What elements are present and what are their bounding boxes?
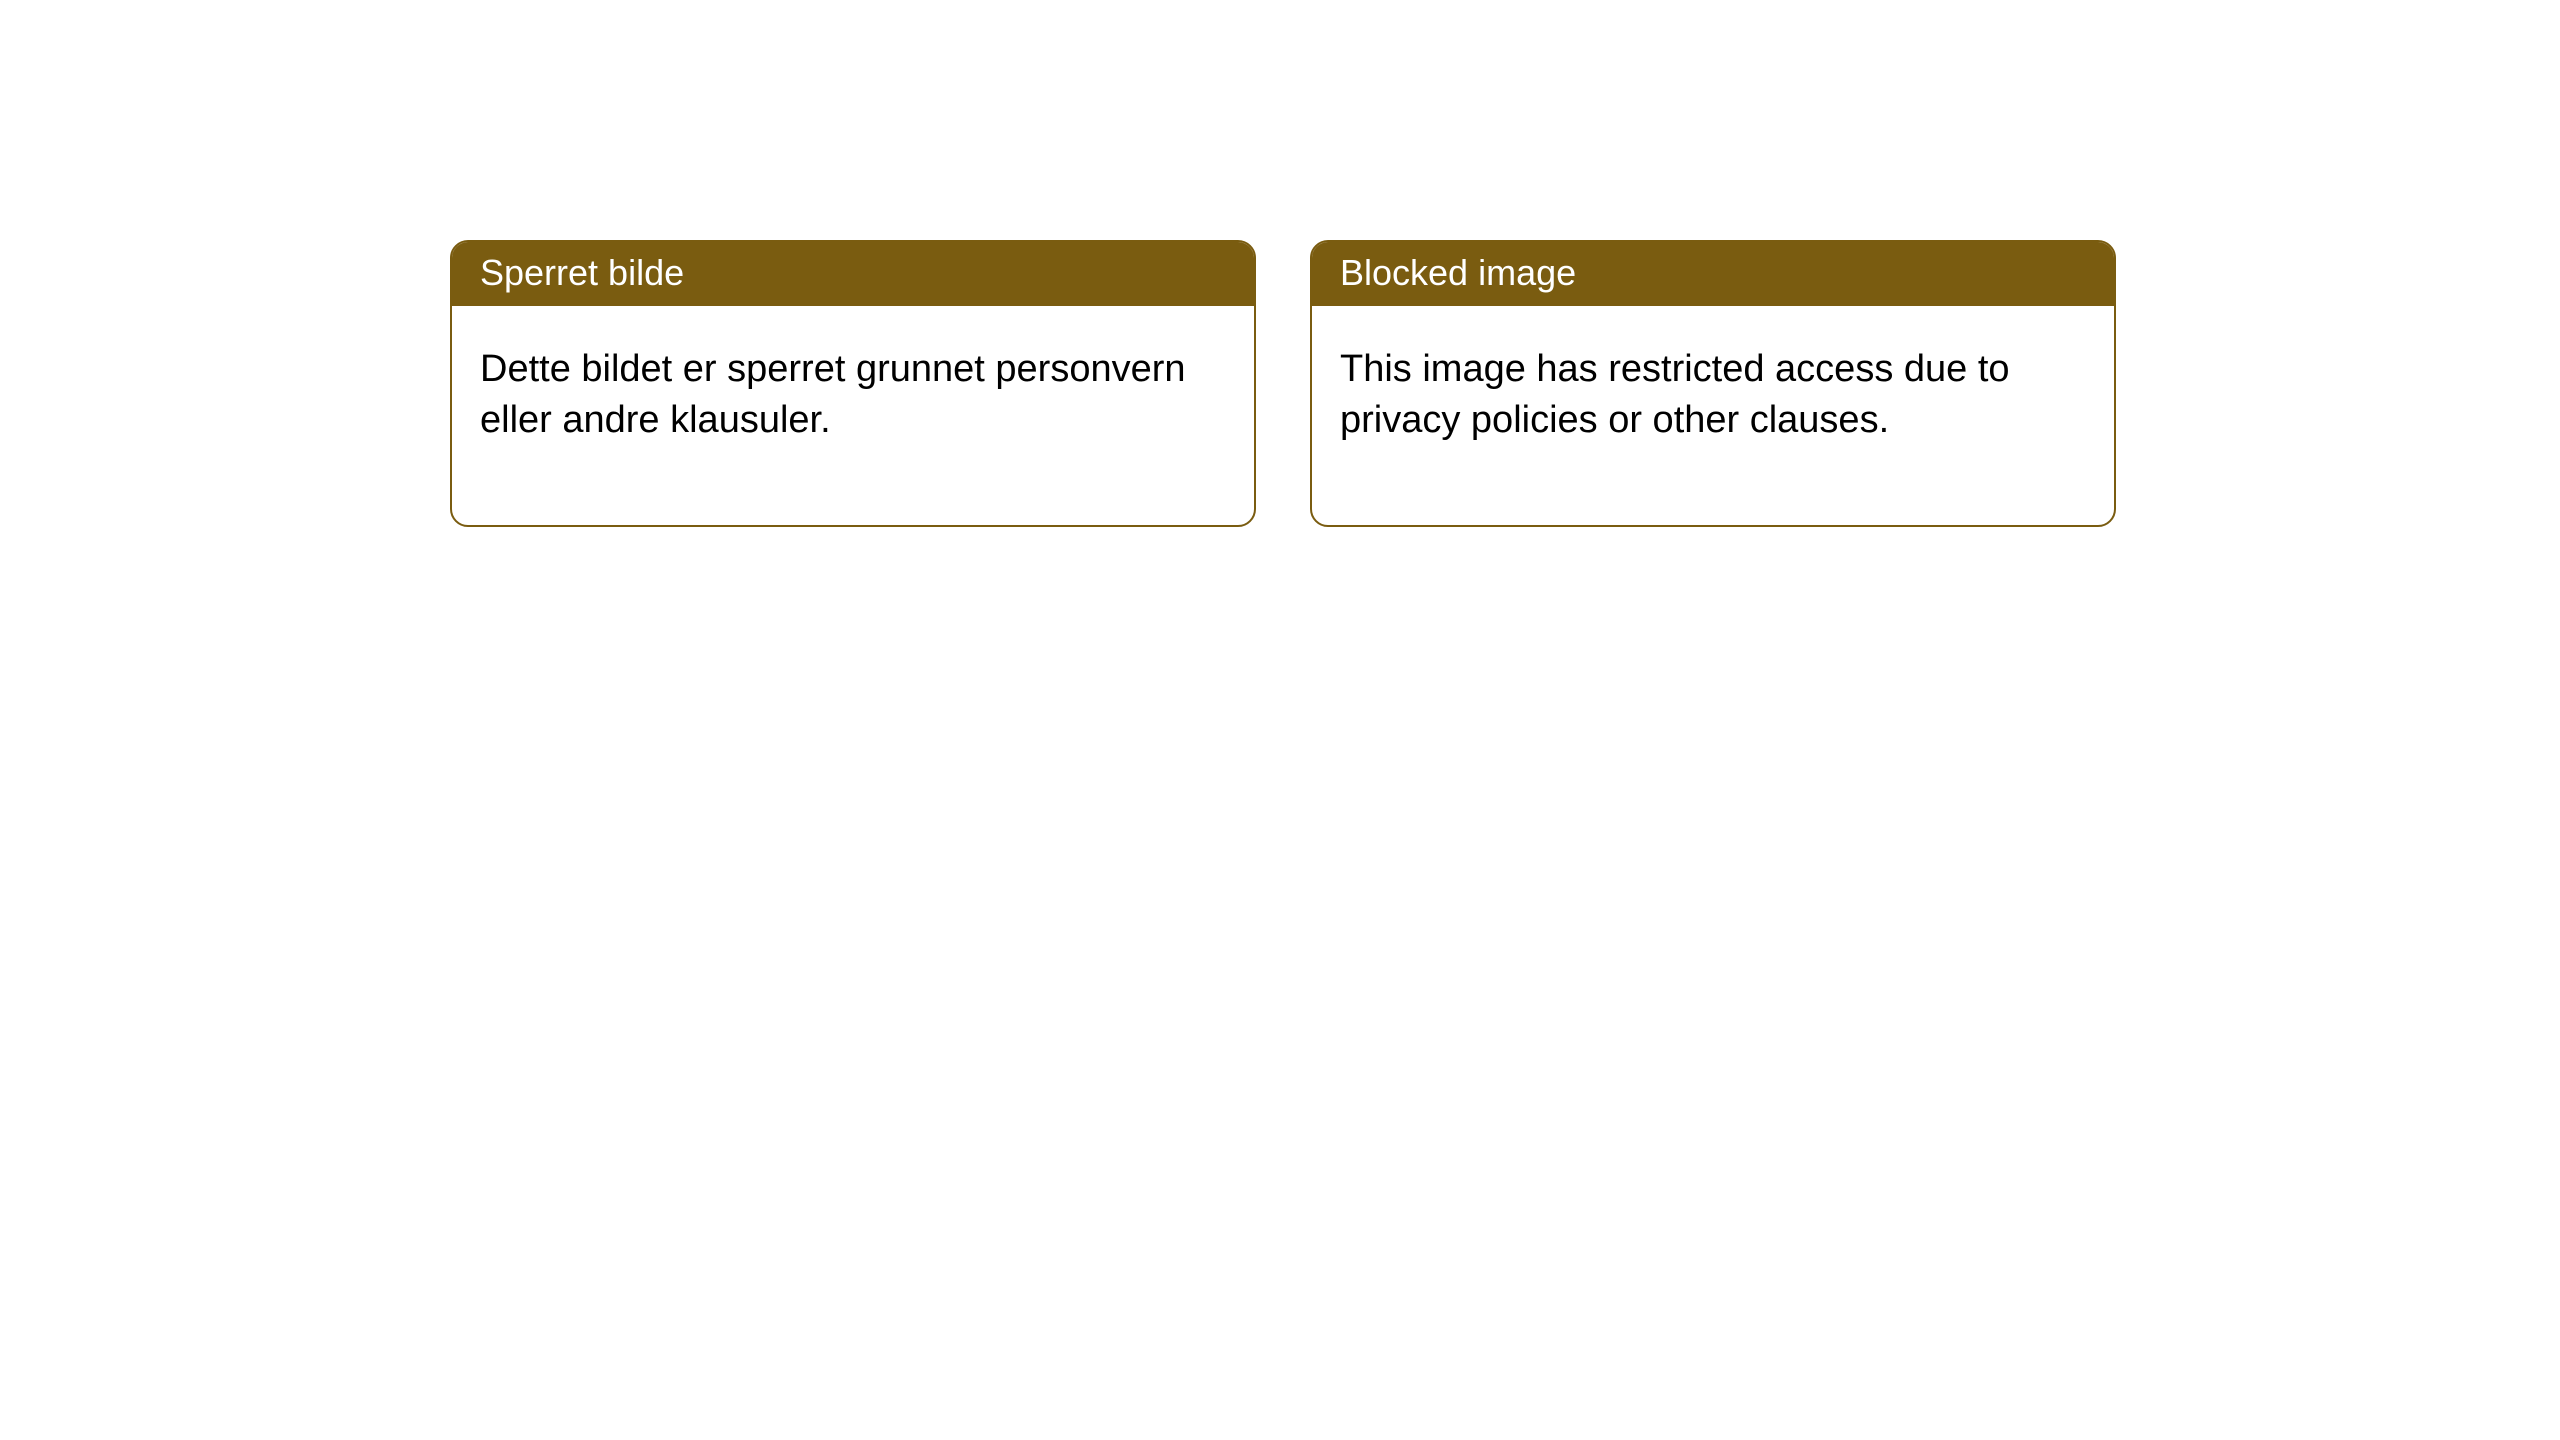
notice-card-body: Dette bildet er sperret grunnet personve… — [452, 306, 1254, 525]
notice-cards-container: Sperret bilde Dette bildet er sperret gr… — [0, 0, 2560, 527]
notice-card-english: Blocked image This image has restricted … — [1310, 240, 2116, 527]
notice-card-body: This image has restricted access due to … — [1312, 306, 2114, 525]
notice-card-norwegian: Sperret bilde Dette bildet er sperret gr… — [450, 240, 1256, 527]
notice-card-title: Blocked image — [1312, 242, 2114, 306]
notice-card-title: Sperret bilde — [452, 242, 1254, 306]
